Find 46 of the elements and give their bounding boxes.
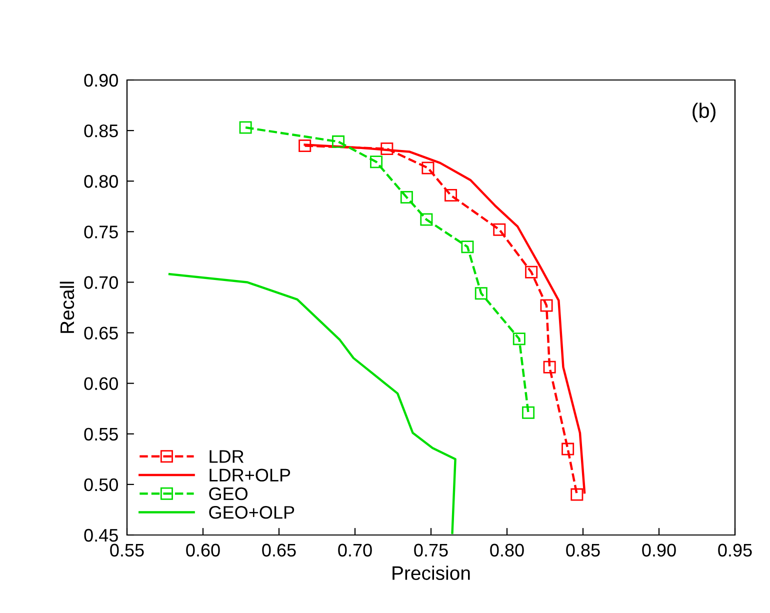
point — [239, 121, 252, 134]
y-tick-label: 0.75 — [84, 226, 118, 238]
annotation: (b) — [692, 102, 716, 122]
y-tick-label: 0.70 — [84, 276, 118, 289]
y-tick-label: 0.50 — [84, 478, 118, 492]
y-tick-label: 0.60 — [84, 377, 118, 390]
point — [525, 266, 538, 278]
y-tick-label: 0.80 — [84, 175, 118, 188]
x-axis-title: Precision — [392, 566, 470, 580]
x-tick-label: 0.75 — [414, 544, 448, 557]
y-tick-label: 0.65 — [84, 326, 118, 340]
point — [420, 213, 433, 226]
x-tick-label: 0.85 — [566, 544, 600, 557]
point — [400, 191, 413, 204]
x-tick-label: 0.80 — [490, 544, 524, 557]
y-tick-label: 0.85 — [84, 124, 118, 138]
point — [298, 139, 312, 152]
point — [380, 142, 394, 156]
line-series — [168, 273, 456, 534]
point — [562, 442, 574, 456]
y-axis-title: Recall — [60, 282, 74, 333]
point — [522, 406, 535, 419]
point — [370, 156, 383, 168]
x-tick-label: 0.55 — [110, 544, 144, 557]
legend-label: LDR — [210, 450, 244, 463]
point — [444, 189, 458, 202]
point — [461, 240, 474, 254]
point — [543, 360, 556, 374]
x-tick-label: 0.60 — [186, 544, 220, 557]
x-tick-label: 0.95 — [718, 544, 752, 557]
point — [540, 299, 553, 312]
legend-label: GEO+OLP — [209, 506, 294, 519]
point — [332, 135, 345, 148]
legend-label: LDR+OLP — [210, 468, 290, 482]
legend-label: GEO — [209, 487, 248, 500]
point — [512, 332, 526, 346]
y-tick-label: 0.55 — [84, 428, 118, 441]
point — [422, 162, 434, 174]
x-tick-label: 0.65 — [262, 544, 296, 557]
y-tick-label: 0.90 — [84, 74, 118, 87]
y-tick-label: 0.45 — [84, 528, 118, 542]
point — [474, 287, 488, 300]
x-tick-label: 0.70 — [338, 544, 372, 557]
point — [570, 488, 584, 501]
x-tick-label: 0.90 — [642, 544, 676, 557]
point — [493, 223, 506, 236]
